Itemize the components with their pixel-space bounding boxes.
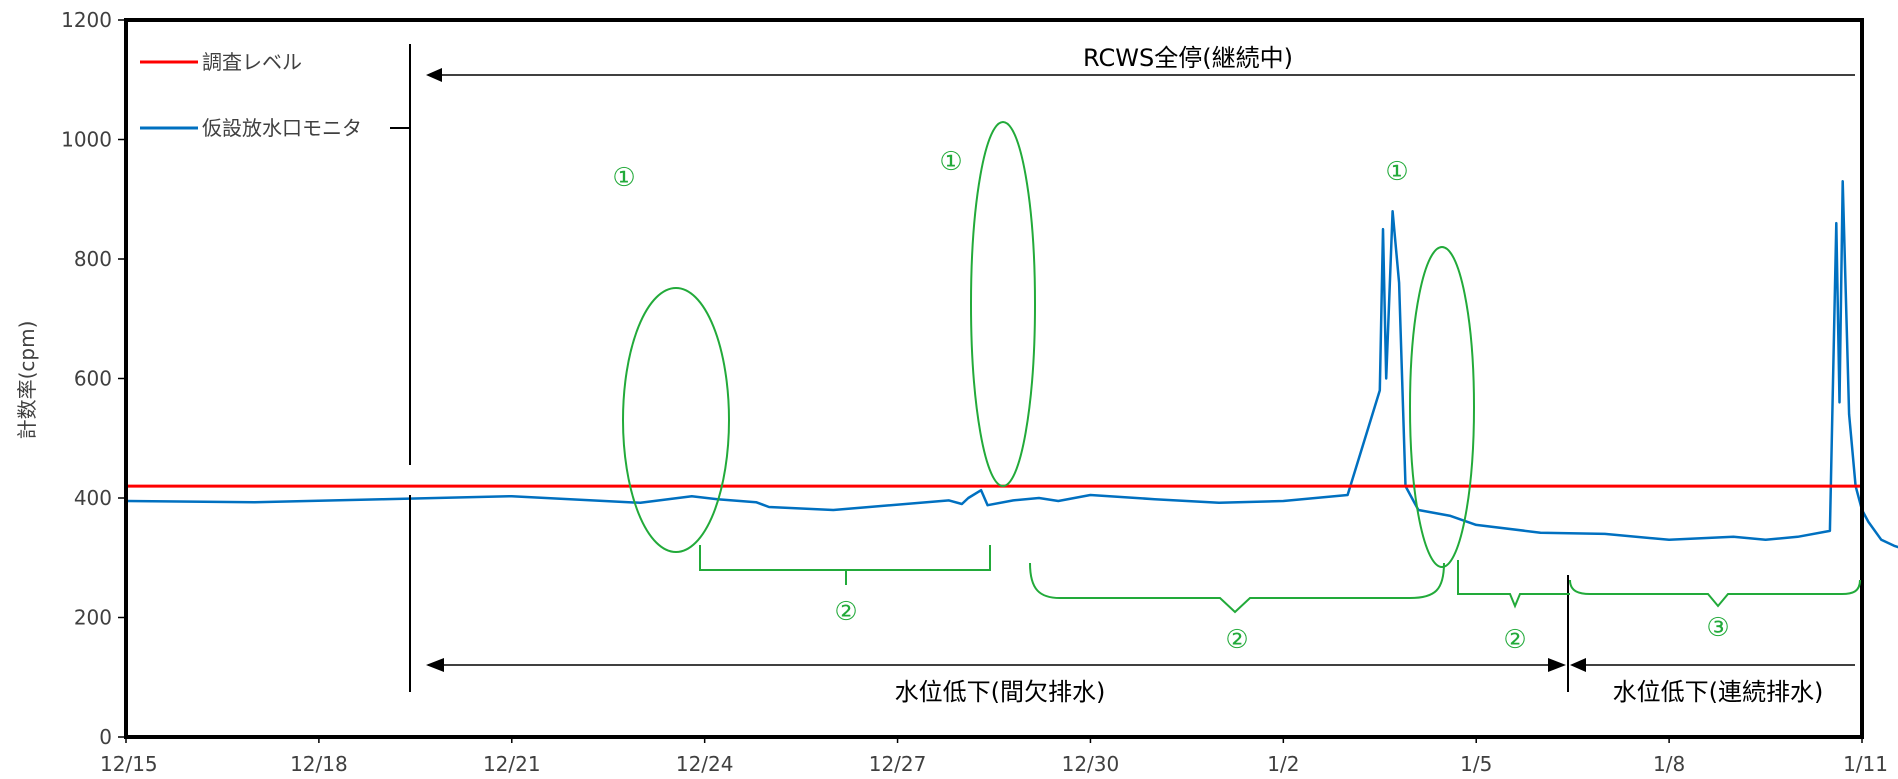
plot-frame <box>124 18 1864 739</box>
x-tick-label: 1/2 <box>1267 752 1299 776</box>
y-tick-label: 0 <box>99 725 112 749</box>
decline-brace-4 <box>1569 579 1861 608</box>
y-tick-label: 1200 <box>61 8 112 32</box>
intermittent-arrowhead-left <box>426 658 444 672</box>
x-tick-label: 12/21 <box>483 752 541 776</box>
continuous-arrowhead <box>1570 658 1586 672</box>
decline-brace-1 <box>699 545 991 585</box>
x-axis-ticks: 12/15 12/18 12/21 12/24 12/27 12/30 1/2 1/5 1/8 1… <box>100 737 1888 776</box>
plot-area <box>125 180 1898 549</box>
legend-label-investigation-level: 調査レベル <box>202 50 302 74</box>
decline-brace-3 <box>1457 560 1570 609</box>
decline-marker-1: ② <box>834 597 857 627</box>
intermittent-arrowhead-right <box>1548 658 1566 672</box>
y-axis-label: 計数率(cpm) <box>15 321 39 440</box>
rcws-label: RCWS全停(継続中) <box>1083 44 1293 72</box>
x-tick-label: 12/15 <box>100 752 158 776</box>
y-tick-label: 800 <box>74 247 112 271</box>
peak-marker-2: ① <box>939 147 962 177</box>
y-tick-label: 400 <box>74 486 112 510</box>
continuous-label: 水位低下(連続排水) <box>1613 678 1824 706</box>
peak-marker-3: ① <box>1385 157 1408 187</box>
y-tick-label: 200 <box>74 606 112 630</box>
legend: 調査レベル 仮設放水口モニタ <box>140 50 410 140</box>
legend-label-monitor: 仮設放水口モニタ <box>202 116 362 140</box>
annotations: RCWS全停(継続中) 水位低下(間欠排水) 水位低下(連続排水) ① ① ① … <box>409 44 1861 706</box>
decline-brace-2 <box>1029 562 1445 614</box>
x-tick-label: 12/24 <box>676 752 734 776</box>
x-tick-label: 12/27 <box>869 752 927 776</box>
x-tick-label: 12/30 <box>1062 752 1120 776</box>
series-line-1 <box>125 180 1898 549</box>
x-tick-label: 1/5 <box>1460 752 1492 776</box>
peak-ellipse-3 <box>1409 246 1475 568</box>
peak-marker-1: ① <box>612 163 635 193</box>
peak-ellipse-2 <box>970 121 1036 487</box>
x-tick-label: 1/11 <box>1843 752 1888 776</box>
decline-marker-2: ② <box>1225 625 1248 655</box>
y-axis-ticks: 0 200 400 600 800 1000 1200 <box>61 8 126 749</box>
intermittent-label: 水位低下(間欠排水) <box>895 678 1106 706</box>
y-tick-label: 600 <box>74 367 112 391</box>
peak-ellipse-1 <box>622 287 730 553</box>
rcws-arrowhead <box>426 68 442 82</box>
x-tick-label: 12/18 <box>290 752 348 776</box>
y-tick-label: 1000 <box>61 128 112 152</box>
x-tick-label: 1/8 <box>1653 752 1685 776</box>
decline-marker-4: ③ <box>1706 613 1729 643</box>
decline-marker-3: ② <box>1503 625 1526 655</box>
